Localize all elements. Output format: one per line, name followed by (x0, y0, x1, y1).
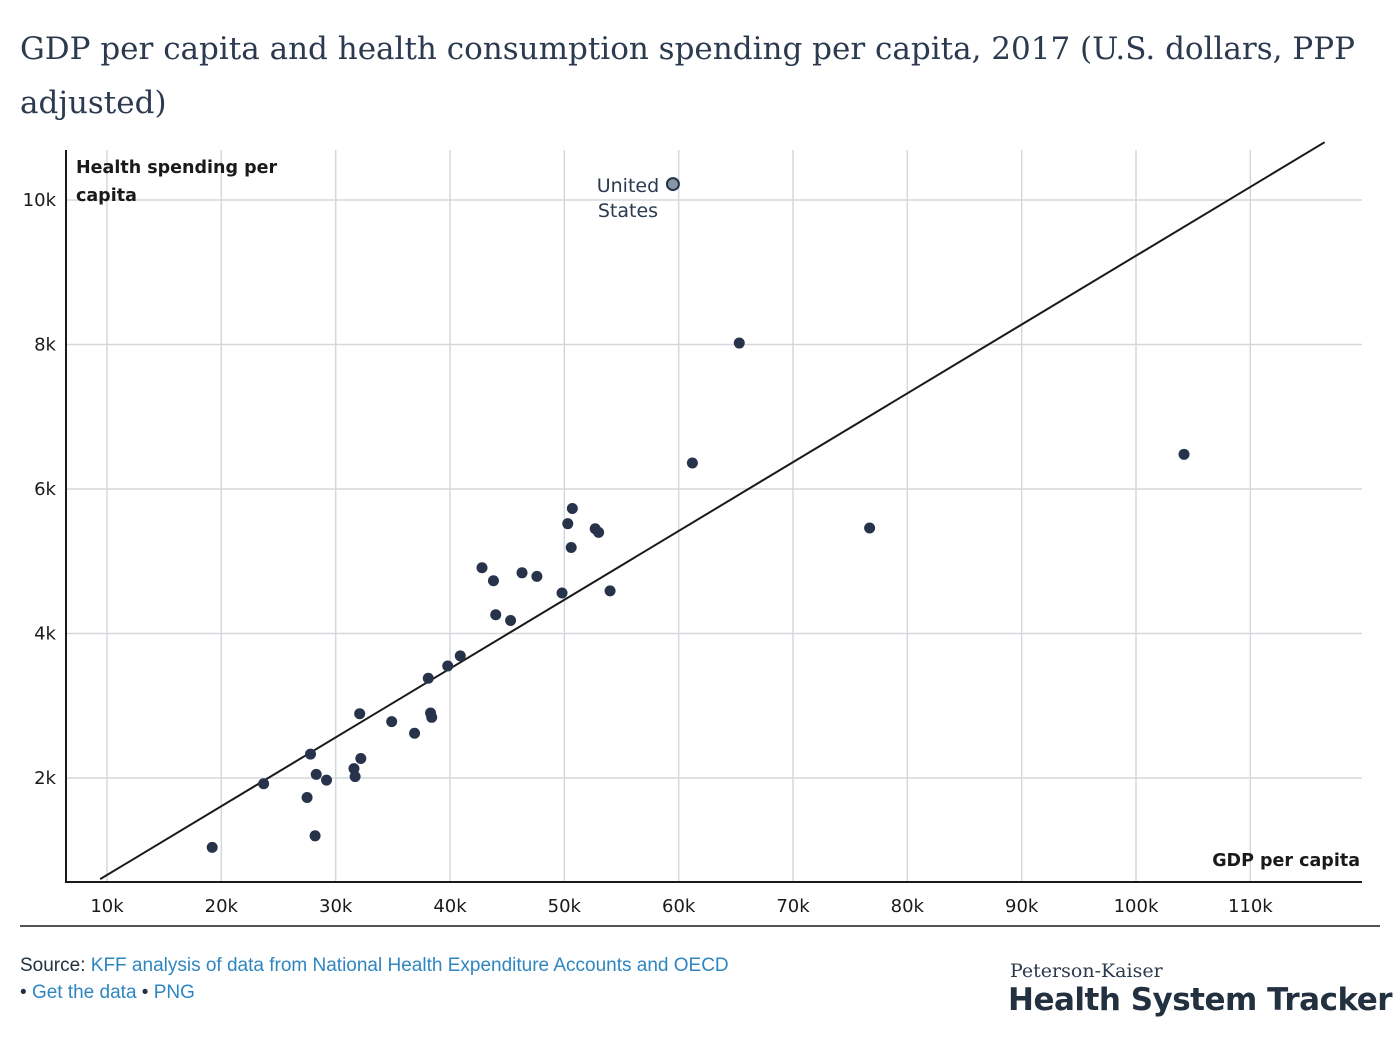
data-point[interactable] (301, 792, 313, 804)
data-point[interactable] (1178, 448, 1190, 460)
data-point-united-states[interactable] (665, 177, 680, 192)
x-tick-label: 20k (205, 896, 239, 917)
data-point[interactable] (476, 562, 488, 574)
y-axis-label: Health spending per capita (76, 158, 283, 206)
data-point[interactable] (309, 830, 321, 842)
source-label: Source: (20, 955, 86, 976)
data-point[interactable] (604, 585, 616, 597)
data-point[interactable] (426, 711, 438, 723)
data-point[interactable] (686, 457, 698, 469)
x-tick-label: 60k (662, 896, 696, 917)
data-point[interactable] (505, 614, 517, 626)
annotation-label-line: United (597, 175, 659, 197)
trendline (99, 141, 1326, 881)
x-tick-label: 110k (1228, 896, 1273, 917)
data-point[interactable] (516, 567, 528, 579)
axis-labels: Health spending per capita GDP per capit… (76, 158, 1360, 871)
data-point[interactable] (310, 768, 322, 780)
x-tick-label: 100k (1114, 896, 1159, 917)
data-point[interactable] (321, 774, 333, 786)
data-point[interactable] (864, 522, 876, 534)
data-point[interactable] (206, 841, 218, 853)
axes (20, 150, 1380, 927)
footer: Source: KFF analysis of data from Nation… (20, 952, 920, 1006)
x-axis-label: GDP per capita (1212, 851, 1360, 871)
data-point[interactable] (454, 650, 466, 662)
png-link[interactable]: PNG (153, 982, 195, 1003)
data-point[interactable] (349, 771, 361, 783)
data-points (206, 177, 1190, 853)
data-point[interactable] (566, 503, 578, 515)
data-point[interactable] (305, 748, 317, 760)
data-point[interactable] (531, 570, 543, 582)
x-tick-label: 30k (319, 896, 353, 917)
get-data-link[interactable]: Get the data (31, 982, 137, 1003)
data-point[interactable] (565, 542, 577, 554)
brand-logo[interactable]: Health System Tracker (1008, 982, 1393, 1018)
data-point[interactable] (487, 575, 499, 587)
source-line: Source: KFF analysis of data from Nation… (20, 952, 920, 979)
x-tick-label: 70k (776, 896, 810, 917)
data-point[interactable] (556, 587, 568, 599)
x-tick-label: 90k (1005, 896, 1039, 917)
scatter-chart: 10k 20k 30k 40k 50k 60k 70k 80k 90k 100k 110k 2k 4k 6… (20, 141, 1380, 927)
data-point[interactable] (593, 526, 605, 538)
trendline-path (99, 141, 1326, 881)
x-tick-label: 40k (433, 896, 467, 917)
data-point[interactable] (409, 727, 421, 739)
source-link[interactable]: KFF analysis of data from National Healt… (90, 955, 729, 976)
data-point[interactable] (442, 660, 454, 672)
x-tick-label: 50k (548, 896, 582, 917)
links-line: • Get the data • PNG (20, 979, 920, 1006)
grid (66, 150, 1362, 882)
data-point[interactable] (490, 609, 502, 621)
data-point[interactable] (386, 716, 398, 728)
data-point[interactable] (733, 337, 745, 349)
y-tick-label: 8k (34, 335, 56, 356)
bullet: • (141, 982, 149, 1003)
bullet: • (20, 982, 27, 1003)
y-tick-label: 6k (34, 479, 56, 500)
x-tick-label: 10k (90, 896, 124, 917)
x-tick-label: 80k (891, 896, 925, 917)
chart-title: GDP per capita and health consumption sp… (20, 31, 1355, 121)
tick-labels: 10k 20k 30k 40k 50k 60k 70k 80k 90k 100k 110k 2k 4k 6… (23, 190, 1274, 917)
brand-subtitle: Peterson-Kaiser (1010, 960, 1163, 982)
data-point[interactable] (354, 708, 366, 720)
y-tick-label: 4k (34, 624, 56, 645)
data-point[interactable] (562, 518, 574, 530)
data-point[interactable] (258, 778, 270, 790)
y-tick-label: 10k (23, 190, 57, 211)
data-point[interactable] (355, 752, 367, 764)
y-tick-label: 2k (34, 768, 56, 789)
us-annotation: United States (597, 175, 659, 222)
data-point[interactable] (422, 672, 434, 684)
annotation-label-line: States (598, 200, 658, 222)
